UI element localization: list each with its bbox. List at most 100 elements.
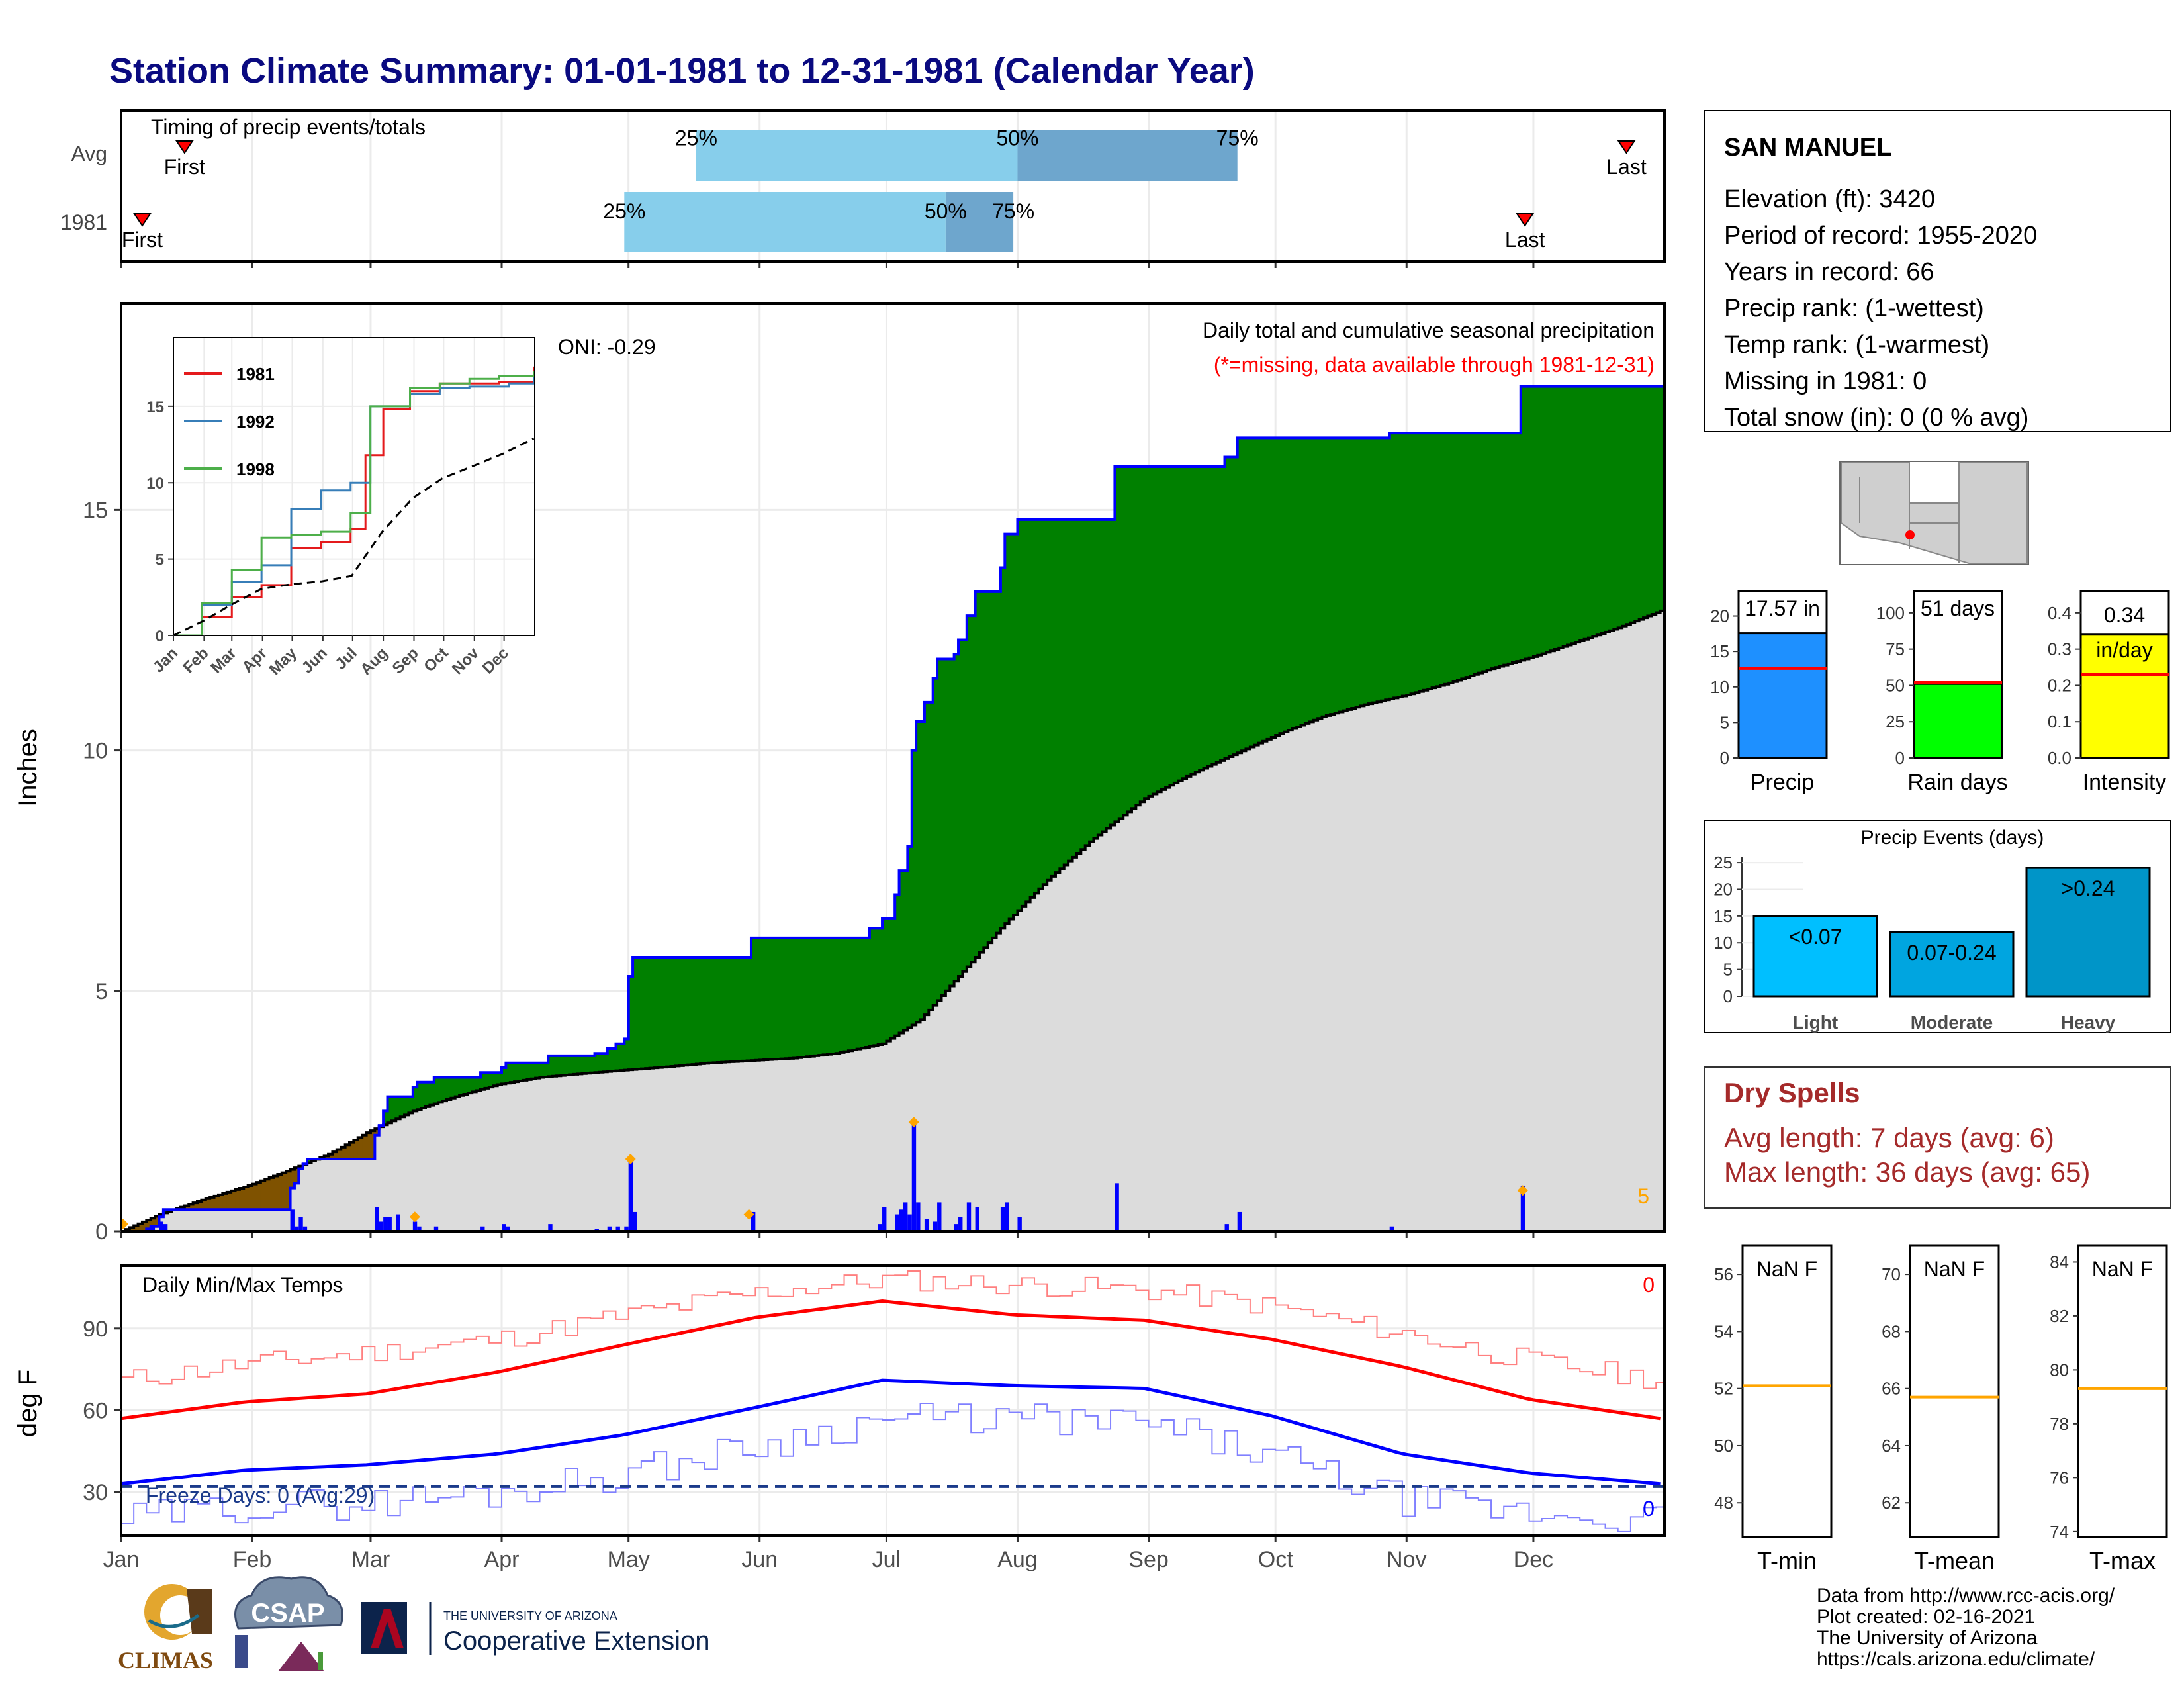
below-normal-fill [210,1197,215,1210]
above-normal-fill [1267,438,1272,739]
above-normal-fill [840,937,845,1053]
station-missing: Missing in 1981: 0 [1724,367,1927,395]
below-normal-fill [286,1171,291,1210]
timing-bar-50-75 [945,192,1014,252]
above-normal-fill [488,1072,494,1088]
inset-legend-1992: 1992 [236,412,275,432]
above-normal-fill [1563,386,1568,647]
above-normal-fill [1368,438,1373,704]
events-tick-label: 20 [1713,879,1733,899]
above-normal-fill [1525,386,1530,659]
above-normal-fill [387,1096,392,1123]
daily-precip-bar [506,1226,510,1231]
monthly-max-marker [625,1154,636,1165]
above-normal-fill [924,702,929,1015]
above-normal-fill [713,957,718,1063]
above-normal-fill [979,591,984,953]
above-normal-fill [717,957,722,1063]
above-normal-fill [502,1068,507,1084]
month-label: Mar [351,1547,390,1572]
events-bar-heavy [2025,867,2151,998]
temp-y-tick-label: 90 [83,1317,108,1342]
above-normal-fill [497,1072,502,1085]
above-normal-fill [1300,438,1306,726]
above-normal-fill [856,937,862,1049]
below-normal-fill [134,1225,139,1231]
above-normal-fill [1639,386,1644,620]
above-normal-fill [1440,433,1445,686]
below-normal-fill [370,1131,375,1160]
month-label: Dec [1514,1547,1553,1572]
above-normal-fill [1461,433,1467,679]
above-normal-fill [937,659,942,1001]
month-label: Oct [1258,1547,1293,1572]
above-normal-fill [738,957,743,1062]
above-normal-fill [1051,519,1056,876]
above-normal-fill [1097,519,1103,835]
precip-bar [1737,632,1828,759]
above-normal-fill [700,957,705,1064]
page-title: Station Climate Summary: 01-01-1981 to 1… [109,51,1255,91]
below-normal-fill [269,1177,274,1210]
above-normal-fill [755,937,760,1060]
above-normal-fill [1106,519,1111,829]
above-normal-fill [1102,519,1107,832]
above-normal-fill [861,937,866,1049]
above-normal-fill [666,957,672,1067]
main-caption: Daily total and cumulative seasonal prec… [1203,318,1655,342]
month-label: Sep [1128,1547,1169,1572]
record-max-temp-line [121,1270,1664,1389]
above-normal-fill [1187,466,1192,776]
tmin-label: T-min [1757,1547,1817,1574]
above-normal-fill [704,957,709,1064]
above-normal-fill [768,937,773,1060]
above-normal-fill [1322,438,1327,717]
below-normal-fill [366,1133,371,1160]
above-normal-fill [945,659,950,991]
above-normal-fill [772,937,777,1060]
above-normal-fill [1182,466,1187,779]
above-normal-fill [1212,466,1217,765]
station-name: SAN MANUEL [1724,134,1891,162]
above-normal-fill [565,1055,570,1076]
above-normal-fill [557,1055,562,1076]
intensity-tick-label: 0.0 [2048,748,2071,768]
above-normal-fill [1546,386,1551,653]
main-caption-missing: (*=missing, data available through 1981-… [1214,353,1655,377]
temp-box-tick-label: 82 [2050,1306,2069,1326]
above-normal-fill [645,957,651,1069]
daily-precip-bar [954,1224,959,1231]
above-normal-fill [810,937,815,1056]
above-normal-fill [590,1055,596,1073]
above-normal-fill [1428,433,1433,689]
rain-days-bar [1913,682,2003,759]
above-normal-fill [1136,466,1141,806]
events-bar-light [1752,915,1878,998]
above-normal-fill [603,1053,608,1072]
events-tick-label: 5 [1723,960,1733,980]
above-normal-fill [662,957,667,1068]
above-normal-fill [1601,386,1606,634]
below-normal-fill [290,1169,295,1188]
above-normal-fill [1334,438,1340,714]
above-normal-fill [734,957,739,1062]
daily-precip-bar [1000,1207,1005,1231]
above-normal-fill [1165,466,1171,788]
above-normal-fill [1605,386,1610,632]
above-normal-fill [421,1082,426,1109]
above-normal-fill [1263,438,1268,741]
intensity-tick-label: 0.4 [2048,603,2071,623]
footer-credits: Data from http://www.rcc-acis.org/ Plot … [1817,1585,2115,1670]
avg-max-temp-line [121,1299,1661,1421]
above-normal-fill [624,1039,629,1070]
precip-tick-label: 10 [1710,677,1729,697]
below-normal-fill [345,1145,350,1160]
above-normal-fill [1449,433,1454,683]
below-normal-fill [235,1189,240,1210]
below-normal-fill [129,1227,134,1231]
above-normal-fill [869,928,874,1047]
inset-legend-1998: 1998 [236,459,275,479]
above-normal-fill [764,937,769,1060]
monthly-max-marker [908,1117,919,1128]
